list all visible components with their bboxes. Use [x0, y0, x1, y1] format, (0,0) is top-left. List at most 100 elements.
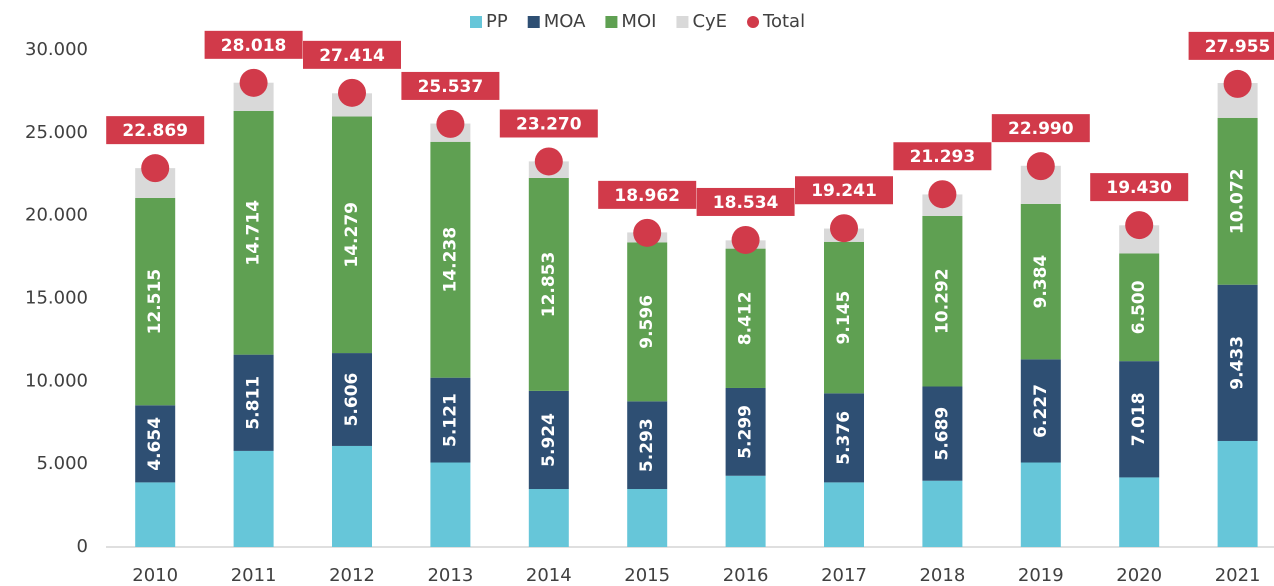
x-tick-label: 2019 — [1018, 565, 1064, 586]
bar-segment — [1020, 203, 1061, 360]
total-dot — [338, 78, 366, 107]
bar-label: 14.238 — [440, 227, 460, 293]
bar-segment — [135, 197, 176, 406]
total-label-box — [795, 176, 893, 205]
bar-segment — [430, 462, 471, 547]
y-tick-label: 20.000 — [25, 205, 88, 226]
bar-label: 5.299 — [736, 405, 756, 459]
total-label: 22.990 — [1008, 119, 1074, 139]
bar-label: 6.500 — [1129, 280, 1149, 334]
bar-label: 9.384 — [1031, 255, 1051, 309]
bar-label: 5.811 — [244, 376, 264, 430]
bar-label: 12.515 — [145, 269, 165, 335]
y-tick-label: 30.000 — [25, 39, 88, 60]
bar-segment — [332, 116, 372, 354]
x-tick-label: 2017 — [821, 565, 867, 586]
bar-segment — [1020, 462, 1061, 547]
bar-segment — [1217, 284, 1258, 441]
bar-label: 9.145 — [834, 291, 854, 345]
y-tick-label: 10.000 — [25, 370, 88, 391]
total-label: 25.537 — [418, 77, 484, 97]
legend-marker — [676, 16, 689, 28]
total-label: 19.430 — [1106, 178, 1172, 198]
total-label-box — [696, 187, 795, 216]
bar-segment — [725, 248, 766, 388]
total-label: 27.414 — [319, 46, 385, 66]
bar-segment — [135, 482, 176, 547]
bar-label: 6.227 — [1031, 384, 1051, 438]
bar-segment — [528, 489, 569, 547]
bar-segment — [627, 489, 668, 547]
y-tick-label: 0 — [77, 536, 88, 557]
bar-segment — [1119, 253, 1160, 362]
bar-segment — [1217, 440, 1258, 547]
bar-segment — [528, 177, 569, 391]
x-tick-label: 2011 — [231, 565, 277, 586]
total-label: 27.955 — [1205, 37, 1271, 57]
bar-label: 8.412 — [736, 291, 756, 345]
total-dot — [1026, 152, 1055, 181]
bar-label: 9.433 — [1228, 336, 1248, 390]
total-dot — [141, 154, 170, 183]
total-dot — [436, 109, 465, 138]
x-tick-label: 2016 — [723, 565, 769, 586]
bar-label: 5.606 — [342, 373, 362, 427]
total-label: 21.293 — [910, 147, 976, 167]
bar-segment — [1119, 361, 1160, 478]
bar-segment — [430, 377, 471, 463]
legend-label: PP — [486, 11, 508, 32]
total-dot — [928, 180, 957, 209]
total-dot — [1223, 69, 1252, 98]
total-dot — [534, 147, 563, 176]
bar-segment — [1020, 359, 1061, 463]
bar-segment — [922, 386, 963, 481]
bar-segment — [332, 353, 372, 446]
bar-segment — [725, 387, 766, 476]
bar-segment — [922, 215, 963, 387]
total-label-box — [1090, 173, 1189, 202]
bar-segment — [233, 110, 274, 355]
bar-segment — [1217, 117, 1258, 285]
x-tick-label: 2014 — [526, 565, 572, 586]
total-dot — [1125, 211, 1154, 240]
bar-segment — [233, 354, 274, 451]
x-tick-label: 2020 — [1116, 565, 1162, 586]
y-tick-label: 5.000 — [36, 453, 88, 474]
bar-label: 5.376 — [834, 411, 854, 465]
legend-label: CyE — [692, 11, 727, 32]
bar-label: 14.714 — [244, 200, 264, 266]
legend-marker — [747, 16, 760, 28]
x-tick-label: 2010 — [132, 565, 178, 586]
total-label: 28.018 — [221, 36, 287, 56]
total-label: 18.962 — [614, 186, 680, 206]
bar-label: 7.018 — [1129, 392, 1149, 446]
bar-segment — [528, 390, 569, 490]
total-label: 19.241 — [811, 181, 877, 201]
total-label-box — [303, 40, 401, 69]
total-dot — [633, 218, 662, 247]
legend-marker — [470, 16, 482, 28]
y-tick-label: 15.000 — [25, 288, 88, 309]
total-label-box — [106, 116, 205, 145]
x-tick-label: 2015 — [624, 565, 670, 586]
bar-label: 5.121 — [440, 393, 460, 447]
bar-segment — [824, 241, 864, 394]
bar-segment — [233, 450, 274, 547]
bar-label: 5.293 — [637, 418, 657, 472]
x-tick-label: 2013 — [427, 565, 473, 586]
total-label-box — [598, 180, 697, 209]
total-label: 18.534 — [713, 193, 779, 213]
bar-label: 12.853 — [539, 252, 559, 318]
total-label-box — [499, 109, 598, 138]
bar-segment — [135, 405, 176, 483]
bar-label: 10.292 — [932, 268, 952, 334]
legend-marker — [527, 16, 540, 28]
bar-label: 5.924 — [539, 413, 559, 467]
legend-label: Total — [762, 11, 805, 32]
total-dot — [239, 68, 268, 97]
bar-label: 14.279 — [342, 202, 362, 268]
legend-label: MOA — [544, 11, 586, 32]
total-label-box — [893, 142, 992, 171]
bar-segment — [627, 242, 668, 402]
bar-segment — [1119, 477, 1160, 547]
